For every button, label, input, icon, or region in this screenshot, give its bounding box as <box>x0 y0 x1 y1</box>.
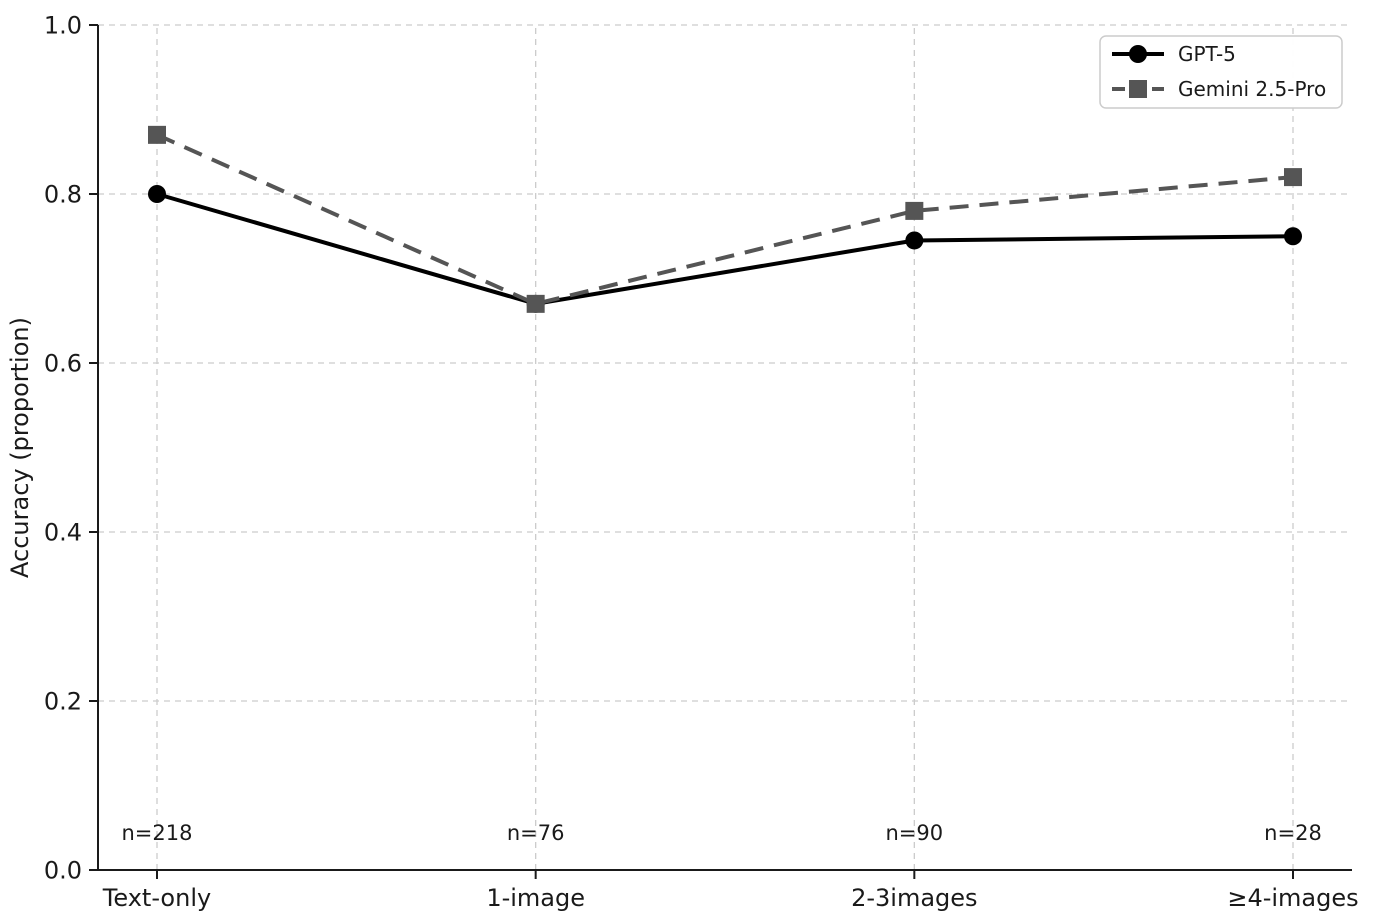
y-axis-label: Accuracy (proportion) <box>6 317 34 578</box>
data-point-gemini-2-5-pro <box>905 201 924 220</box>
data-point-gemini-2-5-pro <box>148 125 166 144</box>
x-tick-label: 1-image <box>486 884 585 912</box>
y-tick-label: 0.4 <box>44 518 82 546</box>
sample-size-annotation: n=218 <box>122 821 193 845</box>
data-point-gemini-2-5-pro <box>526 294 545 313</box>
sample-size-annotation: n=76 <box>507 821 565 845</box>
legend-label-gpt-5: GPT-5 <box>1178 42 1236 66</box>
y-tick-label: 0.2 <box>44 687 82 715</box>
data-point-legend-gpt-5 <box>1129 45 1147 63</box>
data-point-gpt-5 <box>905 231 924 250</box>
sample-size-annotation: n=90 <box>886 821 944 845</box>
y-tick-label: 0.0 <box>44 856 82 884</box>
series-gemini-2-5-pro <box>148 125 1302 313</box>
data-point-gpt-5 <box>148 185 166 203</box>
data-point-gemini-2-5-pro <box>1284 168 1302 187</box>
y-tick-label: 0.8 <box>44 180 82 208</box>
legend-label-gemini-2-5-pro: Gemini 2.5-Pro <box>1178 77 1326 101</box>
x-tick-label: Text-only <box>102 884 211 912</box>
y-tick-label: 0.6 <box>44 349 82 377</box>
x-tick-label: 2-3images <box>851 884 977 912</box>
sample-size-annotation: n=28 <box>1264 821 1322 845</box>
data-point-legend-gemini-2-5-pro <box>1129 80 1147 98</box>
x-tick-label: ≥4-images <box>1227 884 1358 912</box>
y-tick-label: 1.0 <box>44 11 82 39</box>
series-gpt-5 <box>148 185 1302 313</box>
series-line-gemini-2-5-pro <box>156 133 1294 306</box>
legend: GPT-5 Gemini 2.5-Pro <box>1099 35 1343 109</box>
data-point-gpt-5 <box>1284 227 1302 246</box>
series-line-gpt-5 <box>156 192 1294 306</box>
